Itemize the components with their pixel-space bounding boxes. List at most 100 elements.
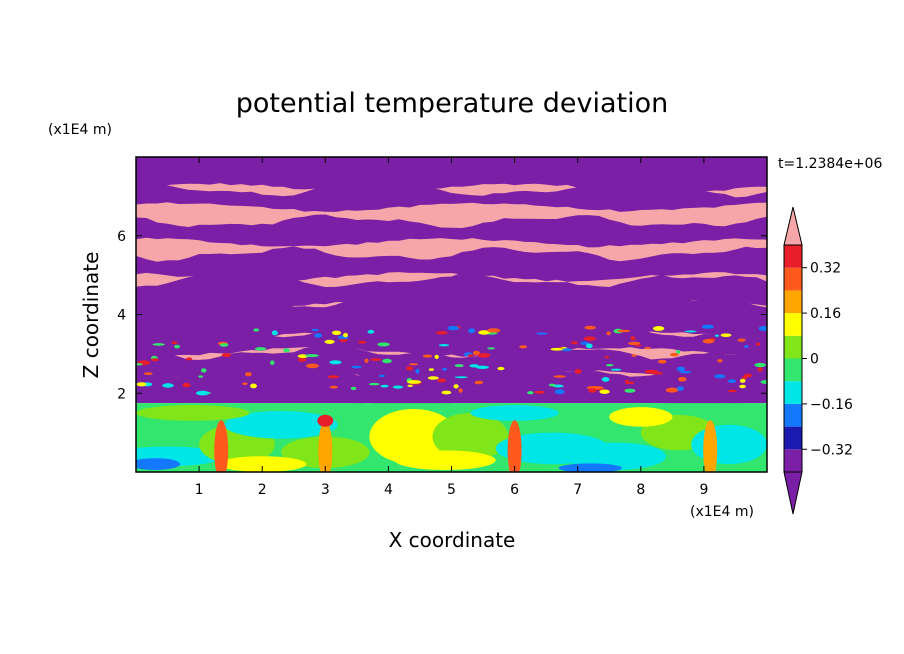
mixing-speckle	[477, 353, 491, 358]
mixing-speckle	[305, 354, 319, 358]
mixing-speckle	[405, 366, 414, 371]
chart-title: potential temperature deviation	[236, 88, 668, 119]
mixing-speckle	[428, 368, 434, 371]
y-axis: 2 4 6	[117, 229, 767, 402]
plot-area	[136, 157, 767, 472]
lower-layer-blob	[369, 409, 458, 465]
colorbar-tick-label: 0.16	[810, 306, 841, 322]
mixing-speckle	[606, 331, 611, 336]
mixing-speckle	[392, 385, 404, 389]
mixing-speckle	[631, 354, 637, 357]
x-axis-label: X coordinate	[389, 528, 516, 552]
mixing-speckle	[744, 345, 749, 348]
mixing-speckle	[454, 376, 468, 379]
mixing-speckle	[487, 328, 501, 333]
colorbar-segment	[784, 449, 802, 472]
mixing-speckle	[475, 365, 489, 369]
colorbar-tick-label: 0.32	[810, 261, 841, 277]
mixing-speckle	[357, 340, 367, 344]
mixing-speckle	[314, 333, 323, 338]
x-axis: 1 2 3 4 5 6 7 8 9	[195, 157, 708, 498]
mixing-speckle	[152, 343, 165, 346]
mixing-speckle	[652, 326, 665, 331]
x-tick-label: 8	[636, 482, 645, 498]
mixing-speckle	[757, 367, 763, 372]
mixing-speckle	[186, 357, 193, 361]
mixing-speckle	[407, 380, 422, 384]
lower-layer-blob	[565, 442, 667, 471]
mixing-speckle	[583, 336, 596, 341]
mixing-speckle	[324, 339, 335, 344]
mixing-speckle	[679, 371, 692, 374]
mixing-speckle	[561, 348, 572, 352]
mixing-speckle	[610, 368, 622, 371]
mixing-speckle	[331, 330, 342, 335]
x-tick-label: 2	[258, 482, 267, 498]
mixing-speckle	[585, 343, 593, 349]
y-axis-label: Z coordinate	[79, 252, 103, 379]
upper-layer-bands	[136, 157, 767, 406]
mixing-speckle	[473, 350, 480, 356]
mixing-speckle	[554, 389, 565, 395]
mixing-speckle	[343, 332, 348, 338]
mixing-speckle	[435, 331, 448, 335]
y-axis-unit: (x1E4 m)	[48, 122, 112, 138]
mixing-speckle	[497, 366, 505, 371]
x-tick-label: 4	[384, 482, 393, 498]
mixing-speckle	[624, 379, 630, 382]
y-tick-label: 6	[117, 229, 126, 245]
mixing-speckle	[714, 374, 726, 379]
x-tick-label: 1	[195, 482, 204, 498]
mixing-speckle	[253, 328, 260, 332]
mixing-speckle	[739, 378, 746, 383]
mixing-speckle	[616, 329, 631, 333]
mixing-speckle	[171, 341, 178, 345]
colorbar-segment	[784, 358, 802, 382]
mixing-speckle	[714, 334, 720, 337]
mixing-speckle	[625, 381, 635, 385]
mixing-speckle	[297, 357, 307, 362]
mixing-speckle	[329, 385, 338, 389]
mixing-speckle	[368, 382, 380, 386]
lower-layer-blob	[691, 424, 767, 465]
lower-layer-blob	[224, 411, 338, 439]
mixing-speckle	[605, 364, 614, 367]
mixing-speckle	[453, 384, 459, 389]
x-tick-label: 6	[510, 482, 519, 498]
mixing-speckle	[283, 348, 290, 353]
mixing-speckle	[467, 354, 474, 357]
mixing-speckle	[434, 354, 439, 359]
colorbar-tick-label: 0	[810, 352, 819, 368]
mixing-speckle	[580, 341, 589, 345]
mixing-speckle	[250, 383, 257, 389]
mixing-speckle	[527, 391, 534, 395]
x-tick-label: 3	[321, 482, 330, 498]
purple-band	[136, 391, 767, 404]
colorbar-segment	[784, 267, 802, 291]
mixing-speckle	[758, 325, 767, 331]
mixing-speckle	[548, 383, 556, 387]
mixing-speckle	[478, 330, 490, 335]
mixing-speckle	[438, 344, 450, 347]
mixing-speckle	[584, 325, 596, 330]
colorbar-over-arrow	[783, 206, 803, 246]
mixing-speckle	[380, 384, 389, 388]
colorbar-tick-label: −0.16	[810, 397, 853, 413]
purple-band	[136, 214, 767, 248]
mixing-speckle	[630, 336, 636, 341]
mixing-speckle	[415, 368, 420, 374]
colorbar-tick-label: −0.32	[810, 442, 853, 458]
mixing-speckle	[604, 356, 610, 359]
mixing-speckle	[658, 359, 667, 364]
mixing-speckle	[364, 358, 369, 363]
mixing-speckle	[442, 367, 448, 371]
mixing-speckle	[720, 333, 732, 338]
mixing-speckle	[593, 386, 604, 390]
mixing-speckle	[702, 339, 715, 344]
lower-layer-blob	[609, 407, 673, 427]
mixing-speckle	[437, 378, 446, 383]
mixing-speckle	[599, 389, 610, 394]
mixing-speckle	[754, 362, 766, 368]
colorbar-segment	[784, 403, 802, 427]
